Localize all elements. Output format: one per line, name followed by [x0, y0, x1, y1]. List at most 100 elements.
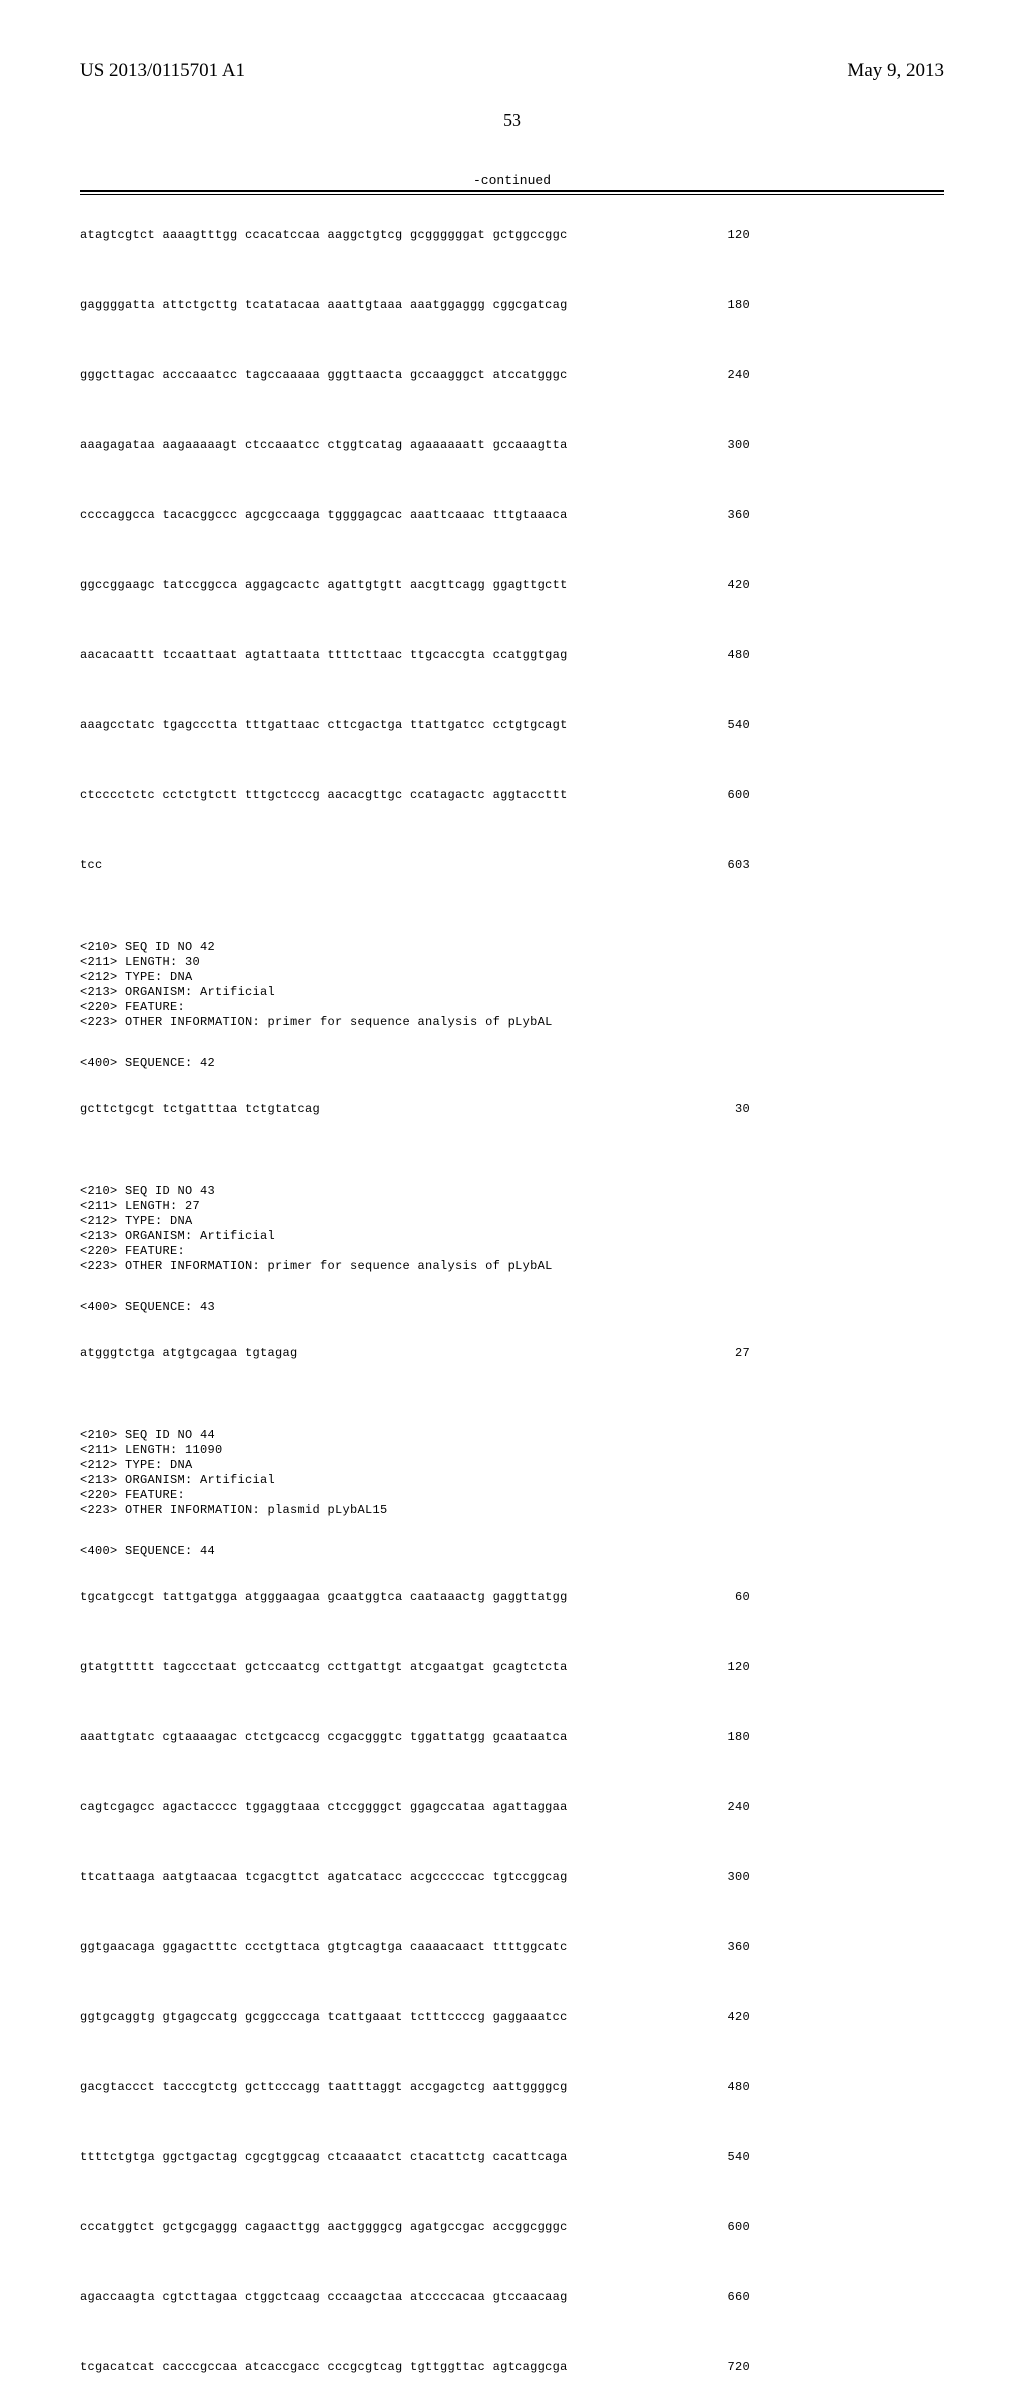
seq-text: ggtgcaggtg gtgagccatg gcggcccaga tcattga…: [80, 2011, 568, 2023]
seq42-meta: <210> SEQ ID NO 42 <211> LENGTH: 30 <212…: [80, 925, 944, 1045]
seq44-block: tgcatgccgt tattgatgga atgggaagaa gcaatgg…: [80, 1567, 944, 2397]
seq-text: atagtcgtct aaaagtttgg ccacatccaa aaggctg…: [80, 229, 568, 241]
meta-line: <213> ORGANISM: Artificial: [80, 1473, 275, 1487]
seq-row: ctcccctctc cctctgtctt tttgctcccg aacacgt…: [80, 789, 750, 801]
seq-row: aacacaattt tccaattaat agtattaata ttttctt…: [80, 649, 750, 661]
meta-line: <213> ORGANISM: Artificial: [80, 985, 275, 999]
publication-date: May 9, 2013: [847, 60, 944, 82]
seq-num: 420: [710, 2011, 750, 2023]
seq-row: agaccaagta cgtcttagaa ctggctcaag cccaagc…: [80, 2291, 750, 2303]
seq-num: 60: [710, 1591, 750, 1603]
seq-row: gcttctgcgt tctgatttaa tctgtatcag 30: [80, 1103, 750, 1115]
seq-text: atgggtctga atgtgcagaa tgtagag: [80, 1347, 298, 1359]
seq-text: gacgtaccct tacccgtctg gcttcccagg taattta…: [80, 2081, 568, 2093]
seq-row: gacgtaccct tacccgtctg gcttcccagg taattta…: [80, 2081, 750, 2093]
seq-num: 540: [710, 719, 750, 731]
seq-num: 240: [710, 369, 750, 381]
seq43-meta: <210> SEQ ID NO 43 <211> LENGTH: 27 <212…: [80, 1169, 944, 1289]
seq-row: ggccggaagc tatccggcca aggagcactc agattgt…: [80, 579, 750, 591]
seq-row: aaagcctatc tgagccctta tttgattaac cttcgac…: [80, 719, 750, 731]
seq-num: 480: [710, 2081, 750, 2093]
seq-text: tgcatgccgt tattgatgga atgggaagaa gcaatgg…: [80, 1591, 568, 1603]
seq-row: ttttctgtga ggctgactag cgcgtggcag ctcaaaa…: [80, 2151, 750, 2163]
seq-num: 300: [710, 439, 750, 451]
continued-label: -continued: [80, 173, 944, 188]
seq-row: ttcattaaga aatgtaacaa tcgacgttct agatcat…: [80, 1871, 750, 1883]
seq-text: aaagagataa aagaaaaagt ctccaaatcc ctggtca…: [80, 439, 568, 451]
seq-row: cagtcgagcc agactacccc tggaggtaaa ctccggg…: [80, 1801, 750, 1813]
page-number: 53: [80, 110, 944, 131]
seq-text: ctcccctctc cctctgtctt tttgctcccg aacacgt…: [80, 789, 568, 801]
seq-row: aaagagataa aagaaaaagt ctccaaatcc ctggtca…: [80, 439, 750, 451]
seq-text: aacacaattt tccaattaat agtattaata ttttctt…: [80, 649, 568, 661]
seq-num: 480: [710, 649, 750, 661]
meta-line: <212> TYPE: DNA: [80, 1458, 193, 1472]
seq44-meta: <210> SEQ ID NO 44 <211> LENGTH: 11090 <…: [80, 1413, 944, 1533]
meta-line: <223> OTHER INFORMATION: primer for sequ…: [80, 1259, 553, 1273]
seq-num: 660: [710, 2291, 750, 2303]
seq-row: ccccaggcca tacacggccc agcgccaaga tggggag…: [80, 509, 750, 521]
meta-line: <220> FEATURE:: [80, 1244, 185, 1258]
seq-text: cccatggtct gctgcgaggg cagaacttgg aactggg…: [80, 2221, 568, 2233]
seq-row: tcc 603: [80, 859, 750, 871]
seq-text: gggcttagac acccaaatcc tagccaaaaa gggttaa…: [80, 369, 568, 381]
meta-line: <223> OTHER INFORMATION: plasmid pLybAL1…: [80, 1503, 388, 1517]
seq-num: 120: [710, 1661, 750, 1673]
seq-num: 300: [710, 1871, 750, 1883]
publication-number: US 2013/0115701 A1: [80, 60, 245, 82]
seq-text: ccccaggcca tacacggccc agcgccaaga tggggag…: [80, 509, 568, 521]
seq-num: 600: [710, 789, 750, 801]
seq-num: 360: [710, 509, 750, 521]
seq-num: 603: [710, 859, 750, 871]
meta-line: <220> FEATURE:: [80, 1000, 185, 1014]
meta-line: <210> SEQ ID NO 44: [80, 1428, 215, 1442]
meta-line: <210> SEQ ID NO 42: [80, 940, 215, 954]
seq-text: aaagcctatc tgagccctta tttgattaac cttcgac…: [80, 719, 568, 731]
seq-num: 540: [710, 2151, 750, 2163]
meta-line: <220> FEATURE:: [80, 1488, 185, 1502]
seq-num: 27: [710, 1347, 750, 1359]
seq-text: gcttctgcgt tctgatttaa tctgtatcag: [80, 1103, 320, 1115]
seq-row: ggtgaacaga ggagactttc ccctgttaca gtgtcag…: [80, 1941, 750, 1953]
page-header: US 2013/0115701 A1 May 9, 2013: [80, 60, 944, 82]
meta-line: <211> LENGTH: 30: [80, 955, 200, 969]
seq-num: 180: [710, 299, 750, 311]
seq-text: ggtgaacaga ggagactttc ccctgttaca gtgtcag…: [80, 1941, 568, 1953]
meta-line: <211> LENGTH: 11090: [80, 1443, 223, 1457]
seq44-label: <400> SEQUENCE: 44: [80, 1545, 944, 1557]
meta-line: <210> SEQ ID NO 43: [80, 1184, 215, 1198]
seq-text: tcc: [80, 859, 103, 871]
meta-line: <223> OTHER INFORMATION: primer for sequ…: [80, 1015, 553, 1029]
seq-row: gaggggatta attctgcttg tcatatacaa aaattgt…: [80, 299, 750, 311]
seq-row: atagtcgtct aaaagtttgg ccacatccaa aaggctg…: [80, 229, 750, 241]
seq43-label: <400> SEQUENCE: 43: [80, 1301, 944, 1313]
page-container: US 2013/0115701 A1 May 9, 2013 53 -conti…: [0, 0, 1024, 1320]
seq-row: tgcatgccgt tattgatgga atgggaagaa gcaatgg…: [80, 1591, 750, 1603]
seq-text: ttttctgtga ggctgactag cgcgtggcag ctcaaaa…: [80, 2151, 568, 2163]
seq43-block: atgggtctga atgtgcagaa tgtagag 27: [80, 1323, 944, 1383]
seq-row: gggcttagac acccaaatcc tagccaaaaa gggttaa…: [80, 369, 750, 381]
seq42-label: <400> SEQUENCE: 42: [80, 1057, 944, 1069]
seq-text: ttcattaaga aatgtaacaa tcgacgttct agatcat…: [80, 1871, 568, 1883]
meta-line: <212> TYPE: DNA: [80, 1214, 193, 1228]
seq-row: gtatgttttt tagccctaat gctccaatcg ccttgat…: [80, 1661, 750, 1673]
seq-row: cccatggtct gctgcgaggg cagaacttgg aactggg…: [80, 2221, 750, 2233]
seq-num: 180: [710, 1731, 750, 1743]
seq-num: 600: [710, 2221, 750, 2233]
seq42-block: gcttctgcgt tctgatttaa tctgtatcag 30: [80, 1079, 944, 1139]
meta-line: <213> ORGANISM: Artificial: [80, 1229, 275, 1243]
seq-num: 420: [710, 579, 750, 591]
meta-line: <211> LENGTH: 27: [80, 1199, 200, 1213]
seq-row: atgggtctga atgtgcagaa tgtagag 27: [80, 1347, 750, 1359]
seq-text: agaccaagta cgtcttagaa ctggctcaag cccaagc…: [80, 2291, 568, 2303]
seq41-block: atagtcgtct aaaagtttgg ccacatccaa aaggctg…: [80, 205, 944, 895]
seq-text: aaattgtatc cgtaaaagac ctctgcaccg ccgacgg…: [80, 1731, 568, 1743]
seq-text: gaggggatta attctgcttg tcatatacaa aaattgt…: [80, 299, 568, 311]
seq-row: tcgacatcat cacccgccaa atcaccgacc cccgcgt…: [80, 2361, 750, 2373]
seq-text: gtatgttttt tagccctaat gctccaatcg ccttgat…: [80, 1661, 568, 1673]
meta-line: <212> TYPE: DNA: [80, 970, 193, 984]
seq-num: 30: [710, 1103, 750, 1115]
top-rule: [80, 190, 944, 195]
seq-num: 360: [710, 1941, 750, 1953]
seq-text: tcgacatcat cacccgccaa atcaccgacc cccgcgt…: [80, 2361, 568, 2373]
